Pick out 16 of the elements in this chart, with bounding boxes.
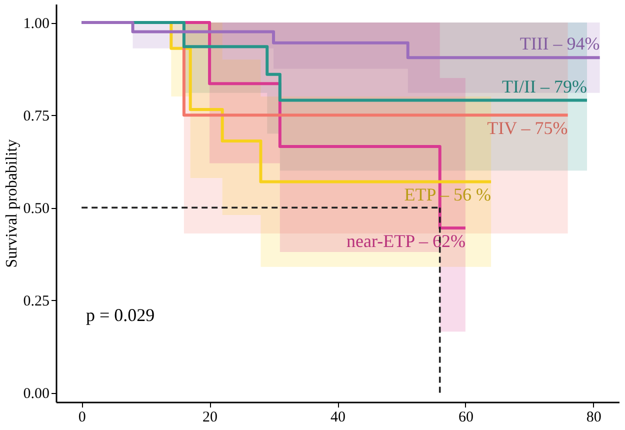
x-tick-label: 60 (458, 410, 474, 426)
series-label: TI/II – 79% (502, 76, 588, 96)
y-tick-label: 0.75 (23, 108, 50, 125)
annotation: p = 0.029 (86, 305, 155, 325)
series-label: near-ETP – 62% (346, 230, 466, 251)
x-tick-label: 40 (330, 410, 346, 426)
y-tick-label: 0.25 (23, 294, 50, 310)
y-tick-label: 0.00 (23, 386, 50, 402)
x-tick-label: 0 (78, 410, 86, 426)
y-axis-title: Survival probability (3, 139, 20, 268)
x-tick-label: 20 (202, 410, 218, 426)
series-label: TIV – 75% (487, 118, 568, 138)
series-label: TIII – 94% (520, 34, 600, 54)
y-tick-label: 1.00 (23, 16, 50, 32)
x-tick-label: 80 (586, 410, 602, 426)
y-tick-label: 0.50 (23, 201, 50, 218)
